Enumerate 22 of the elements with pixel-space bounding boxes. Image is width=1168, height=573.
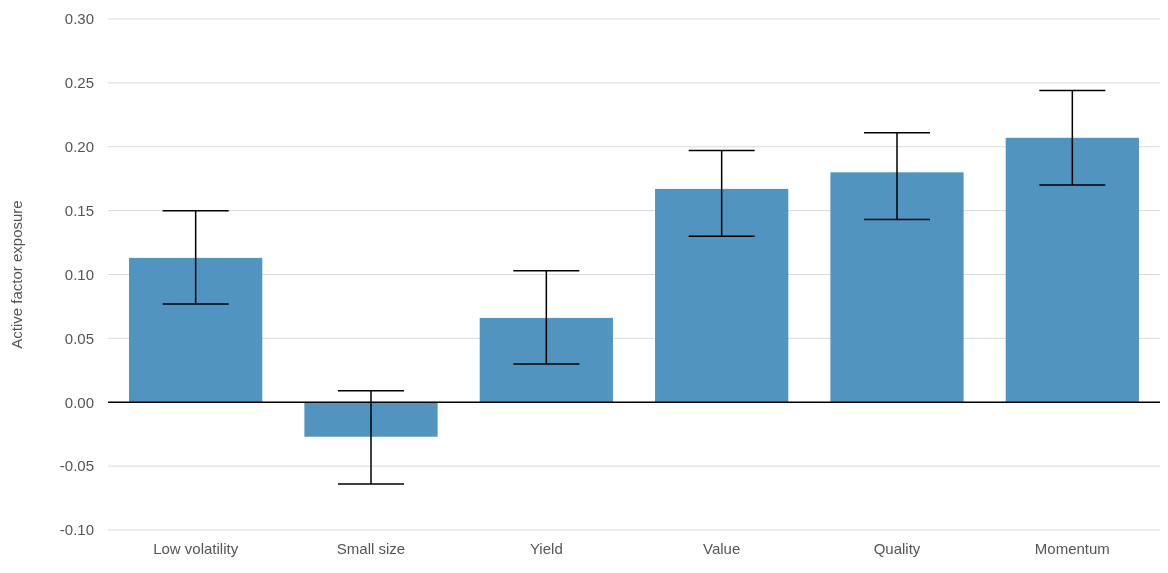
y-tick-label: -0.10	[59, 521, 94, 539]
bar	[479, 317, 613, 403]
x-tick-label: Small size	[336, 540, 406, 557]
bar	[304, 402, 438, 437]
x-tick-label: Value	[703, 540, 741, 557]
bar	[830, 172, 964, 403]
bar	[1005, 137, 1139, 403]
y-tick-label: 0.15	[64, 201, 94, 219]
y-tick-label: 0.00	[64, 393, 94, 411]
x-tick-label: Yield	[529, 540, 563, 557]
bar	[129, 257, 263, 403]
bar	[655, 188, 789, 403]
y-tick-label: -0.05	[59, 457, 94, 475]
x-tick-label: Momentum	[1034, 540, 1110, 557]
y-tick-label: 0.30	[64, 10, 94, 28]
x-tick-label: Low volatility	[153, 540, 239, 557]
y-tick-label: 0.25	[64, 74, 94, 92]
y-tick-label: 0.10	[64, 265, 94, 283]
y-axis-title: Active factor exposure	[8, 200, 25, 349]
y-tick-label: 0.05	[64, 329, 94, 347]
y-tick-label: 0.20	[64, 138, 94, 155]
x-tick-label: Quality	[873, 540, 921, 557]
